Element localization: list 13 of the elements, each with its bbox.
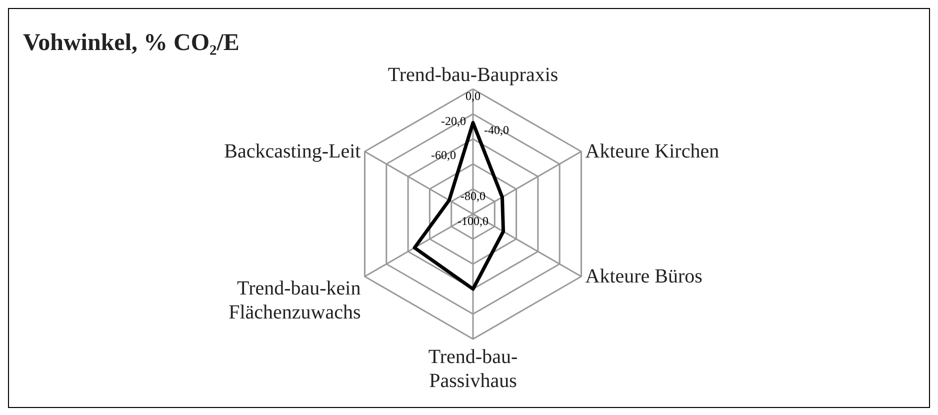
y-tick-label: -80,0 [460,189,486,203]
y-tick-label: -40,0 [484,123,509,137]
spoke-label: Akteure Büros [585,266,703,288]
spoke-label: Trend-bau-kein Flächenzuwachs [228,278,361,324]
y-tick-label: -20,0 [441,114,466,128]
spoke-label: Akteure Kirchen [585,140,720,162]
chart-title: Vohwinkel, % CO₂/E [23,30,240,56]
spoke-label: Trend-bau-Passivhaus [428,346,518,392]
y-tick-label: -60,0 [431,148,456,162]
y-tick-label: 0,0 [466,89,480,103]
spoke-label: Trend-bau-Baupraxis [388,64,558,86]
y-tick-label: -100,0 [458,214,488,228]
spoke-label: Backcasting-Leit [224,140,362,162]
